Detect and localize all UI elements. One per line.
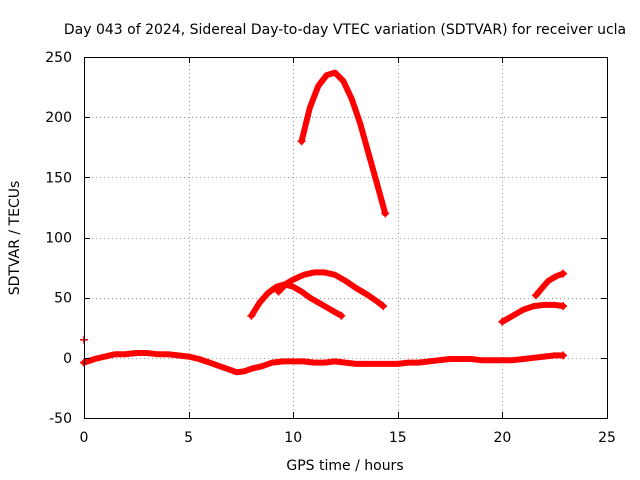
series-line (275, 269, 387, 310)
series-start-point (498, 317, 507, 326)
chart-title: Day 043 of 2024, Sidereal Day-to-day VTE… (64, 22, 626, 38)
y-tick-label: 200 (45, 110, 72, 126)
x-tick-label: 25 (598, 430, 616, 446)
series-layer (80, 69, 568, 376)
series-arc-late-44 (498, 301, 568, 326)
series-end-point (559, 351, 568, 360)
y-tick-label: 150 (45, 170, 72, 186)
x-tick-label: 15 (389, 430, 407, 446)
x-axis-label: GPS time / hours (286, 458, 403, 474)
x-tick-label: 0 (80, 430, 89, 446)
y-tick-label: 0 (63, 351, 72, 367)
x-tick-label: 10 (284, 430, 302, 446)
series-line (298, 69, 389, 217)
series-line (81, 350, 567, 376)
series-line (499, 301, 567, 325)
series-end-point (381, 209, 390, 218)
x-tick-label: 5 (184, 430, 193, 446)
series-end-point (379, 302, 388, 311)
y-tick-labels: -50 0 50 100 150 200 250 (45, 50, 72, 427)
x-tick-labels: 0 5 10 15 20 25 (80, 430, 616, 446)
y-tick-label: 250 (45, 50, 72, 66)
series-line (532, 270, 567, 299)
series-arc-peak-237 (297, 69, 390, 218)
y-tick-label: 100 (45, 231, 72, 247)
ticks (84, 57, 608, 419)
series-end-point (559, 269, 568, 278)
x-tick-label: 20 (493, 430, 511, 446)
y-tick-label: 50 (54, 291, 72, 307)
series-line (248, 281, 345, 319)
series-arc-peak-61 (247, 281, 346, 320)
series-end-point (559, 302, 568, 311)
series-arc-late-70 (531, 269, 568, 300)
series-start-point (247, 311, 256, 320)
series-start-point (297, 137, 306, 146)
series-end-point (337, 311, 346, 320)
y-axis-label: SDTVAR / TECUs (7, 181, 23, 296)
series-start-point (531, 291, 540, 300)
y-tick-label: -50 (49, 411, 72, 427)
